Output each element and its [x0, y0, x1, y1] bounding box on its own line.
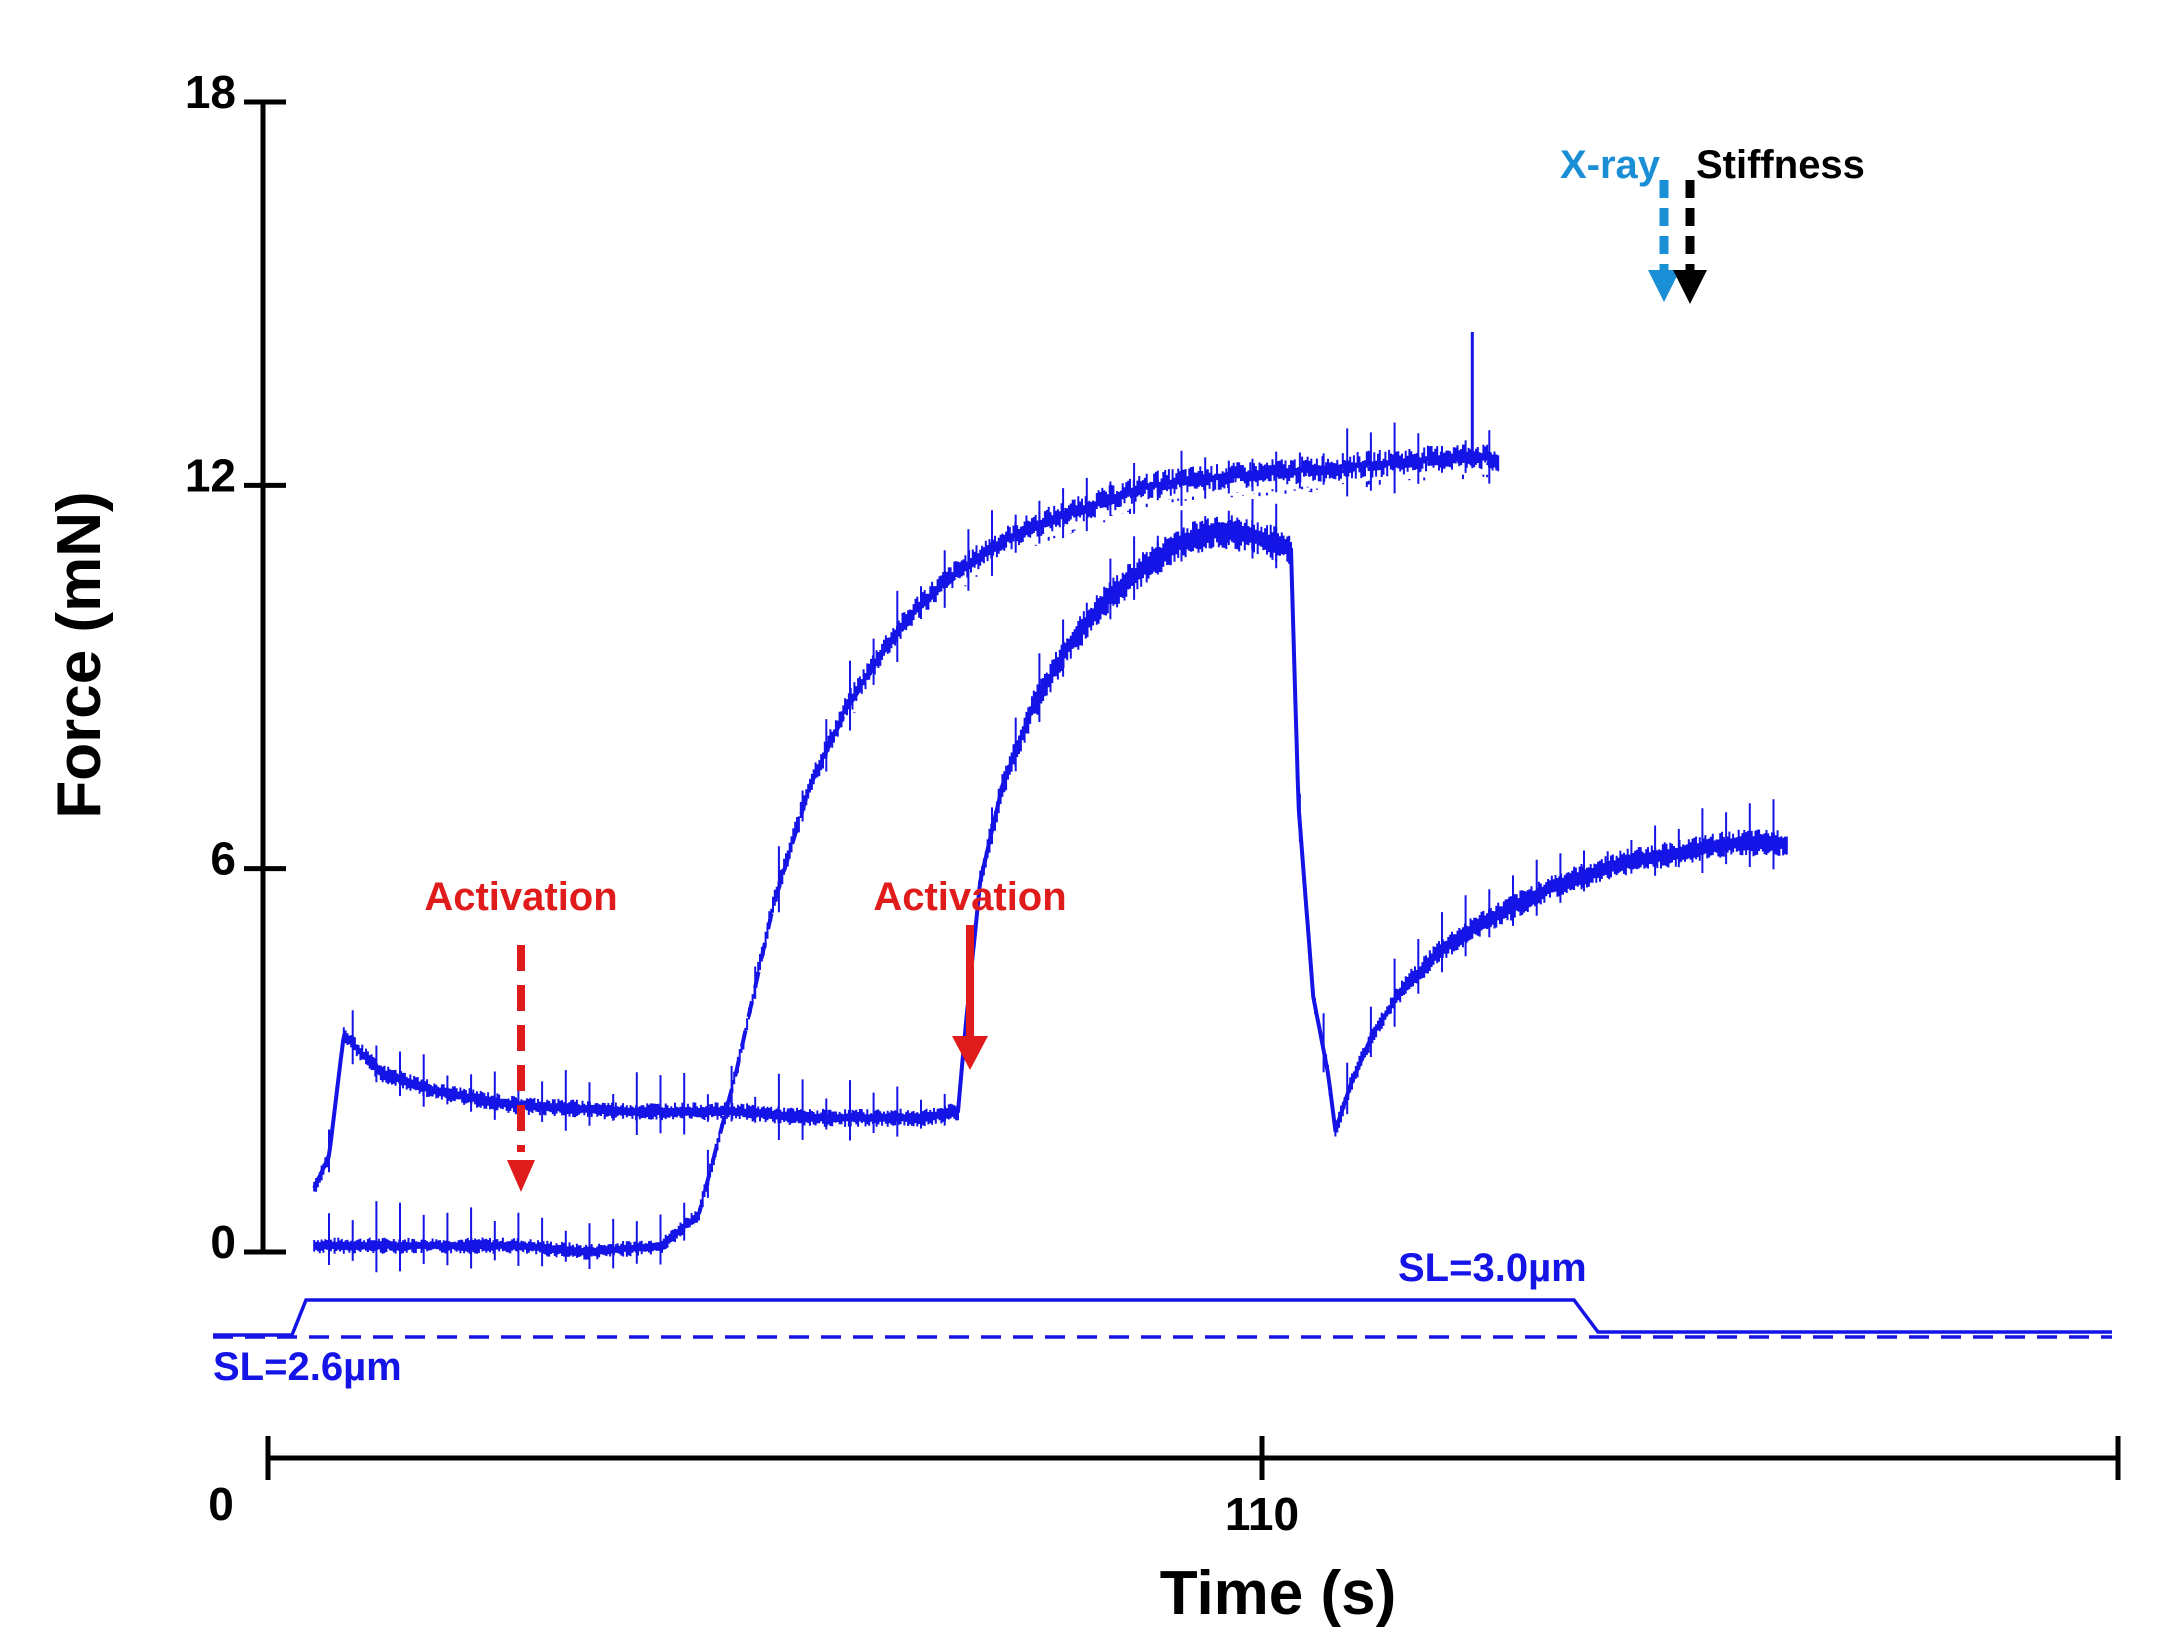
force-trace-noise — [313, 515, 1788, 1192]
activation-arrow-1-head — [507, 1160, 535, 1192]
force-trace-spikes — [328, 422, 1491, 1273]
xray-arrow-head — [1648, 270, 1680, 302]
activation-arrow-2-head — [952, 1036, 988, 1070]
y-tick-label: 6 — [210, 833, 236, 885]
force-trace-line — [313, 457, 1499, 1254]
axes: 0 6 12 18 0 110 — [185, 66, 2121, 1540]
y-tick-label: 12 — [185, 449, 236, 501]
force-trace-line — [312, 528, 1787, 1189]
sl-label-3-0: SL=3.0µm — [1398, 1246, 1587, 1290]
y-tick-label: 18 — [185, 66, 236, 118]
y-tick-label: 0 — [210, 1216, 236, 1268]
activation-label-1: Activation — [424, 875, 617, 919]
force-traces — [312, 332, 1788, 1273]
x-tick-label: 110 — [1225, 1488, 1299, 1540]
stiffness-label: Stiffness — [1696, 143, 1865, 187]
force-trace-spikes — [328, 499, 1775, 1173]
x-tick-label: 0 — [208, 1478, 234, 1530]
force-trace-noise — [313, 444, 1500, 1260]
series-solid-sl-3-0 — [312, 499, 1788, 1192]
x-axis-title: Time (s) — [1160, 1559, 1397, 1628]
activation-label-2: Activation — [873, 875, 1066, 919]
xray-label: X-ray — [1560, 143, 1661, 187]
annotations — [507, 180, 1707, 1192]
y-axis-title: Force (mN) — [45, 491, 114, 818]
sarcomere-length-traces — [213, 1298, 2112, 1339]
stiffness-arrow-head — [1673, 270, 1707, 304]
sl-label-2-6: SL=2.6µm — [213, 1345, 402, 1389]
sl-trace-solid — [213, 1298, 2112, 1337]
series-dashed-sl-2-6 — [313, 422, 1500, 1273]
